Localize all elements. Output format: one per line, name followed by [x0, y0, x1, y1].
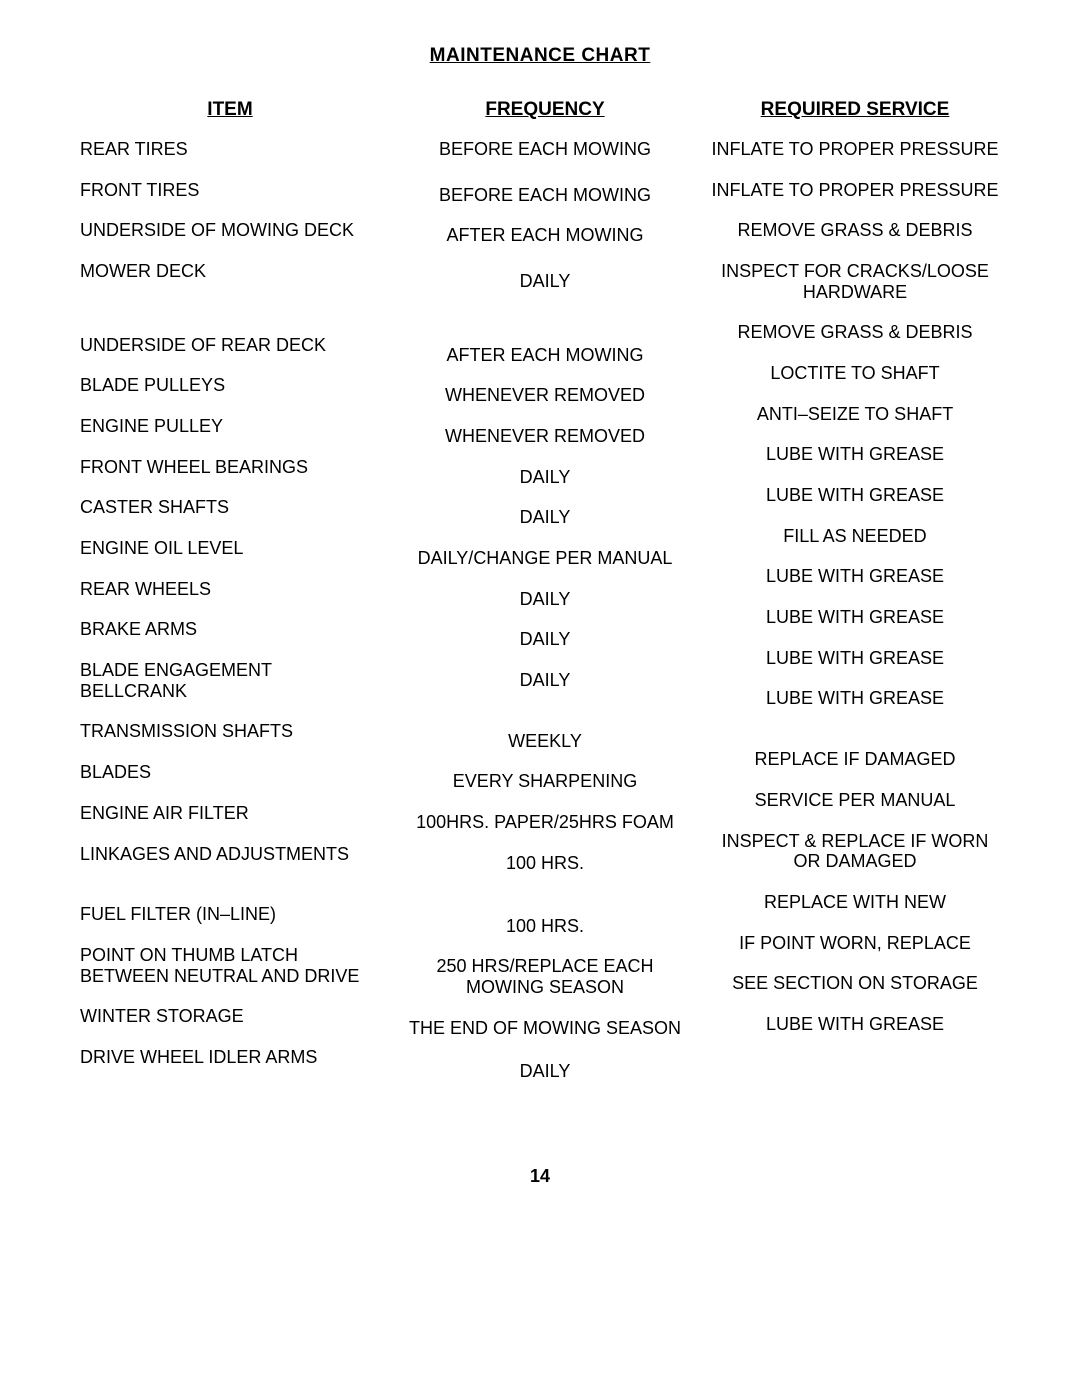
service-column: REQUIRED SERVICE INFLATE TO PROPER PRESS… [710, 99, 1000, 1102]
service-entry: REPLACE IF DAMAGED [710, 749, 1000, 770]
frequency-entry: EVERY SHARPENING [400, 771, 690, 792]
service-entry: LUBE WITH GREASE [710, 444, 1000, 465]
page: MAINTENANCE CHART ITEM REAR TIRES FRONT T… [0, 0, 1080, 1397]
frequency-column: FREQUENCY BEFORE EACH MOWING BEFORE EACH … [400, 99, 690, 1102]
service-entry: ANTI–SEIZE TO SHAFT [710, 404, 1000, 425]
item-entry: BRAKE ARMS [80, 619, 380, 640]
item-entry: WINTER STORAGE [80, 1006, 380, 1027]
item-entry: FRONT WHEEL BEARINGS [80, 457, 380, 478]
service-entry: LUBE WITH GREASE [710, 607, 1000, 628]
frequency-entry: WHENEVER REMOVED [400, 385, 690, 406]
service-entry: LUBE WITH GREASE [710, 648, 1000, 669]
service-entry: INSPECT & REPLACE IF WORN OR DAMAGED [710, 831, 1000, 872]
item-column: ITEM REAR TIRES FRONT TIRES UNDERSIDE OF M… [80, 99, 380, 1102]
frequency-entry: 100HRS. PAPER/25HRS FOAM [400, 812, 690, 833]
frequency-entry: DAILY [400, 629, 690, 650]
service-entry: LUBE WITH GREASE [710, 1014, 1000, 1035]
frequency-entry: DAILY [400, 1061, 690, 1082]
service-entry: LUBE WITH GREASE [710, 566, 1000, 587]
page-number: 14 [0, 1166, 1080, 1187]
service-entry: REPLACE WITH NEW [710, 892, 1000, 913]
frequency-entry: DAILY [400, 589, 690, 610]
frequency-entry: 100 HRS. [400, 853, 690, 874]
frequency-entry: DAILY [400, 467, 690, 488]
item-entry: FUEL FILTER (IN–LINE) [80, 904, 380, 925]
service-entry: SERVICE PER MANUAL [710, 790, 1000, 811]
service-entry: LUBE WITH GREASE [710, 688, 1000, 709]
item-entry: BLADE PULLEYS [80, 375, 380, 396]
item-entry: UNDERSIDE OF MOWING DECK [80, 220, 380, 241]
item-header: ITEM [80, 99, 380, 121]
item-entry: ENGINE OIL LEVEL [80, 538, 380, 559]
service-entry: INSPECT FOR CRACKS/LOOSE HARDWARE [710, 261, 1000, 302]
item-entry: POINT ON THUMB LATCH BETWEEN NEUTRAL AND… [80, 945, 380, 986]
item-entry: DRIVE WHEEL IDLER ARMS [80, 1047, 380, 1068]
chart-title: MAINTENANCE CHART [80, 45, 1000, 67]
frequency-entry: AFTER EACH MOWING [400, 225, 690, 246]
service-entry: FILL AS NEEDED [710, 526, 1000, 547]
frequency-entry: THE END OF MOWING SEASON [400, 1018, 690, 1039]
item-entry: BLADES [80, 762, 380, 783]
columns-wrapper: ITEM REAR TIRES FRONT TIRES UNDERSIDE OF M… [80, 99, 1000, 1102]
item-entry: LINKAGES AND ADJUSTMENTS [80, 844, 380, 865]
service-entry: INFLATE TO PROPER PRESSURE [710, 139, 1000, 160]
item-entry: REAR WHEELS [80, 579, 380, 600]
frequency-entry: DAILY [400, 507, 690, 528]
item-entry: REAR TIRES [80, 139, 380, 160]
item-entry: CASTER SHAFTS [80, 497, 380, 518]
frequency-entry: WHENEVER REMOVED [400, 426, 690, 447]
service-entry: REMOVE GRASS & DEBRIS [710, 220, 1000, 241]
service-header: REQUIRED SERVICE [710, 99, 1000, 121]
frequency-entry: DAILY [400, 670, 690, 691]
frequency-entry: AFTER EACH MOWING [400, 345, 690, 366]
item-entry: ENGINE AIR FILTER [80, 803, 380, 824]
frequency-entry: 250 HRS/REPLACE EACH MOWING SEASON [400, 956, 690, 997]
item-entry: FRONT TIRES [80, 180, 380, 201]
service-entry: REMOVE GRASS & DEBRIS [710, 322, 1000, 343]
frequency-entry: 100 HRS. [400, 916, 690, 937]
frequency-header: FREQUENCY [400, 99, 690, 121]
frequency-entry: WEEKLY [400, 731, 690, 752]
item-entry: TRANSMISSION SHAFTS [80, 721, 380, 742]
item-entry: MOWER DECK [80, 261, 380, 282]
service-entry: INFLATE TO PROPER PRESSURE [710, 180, 1000, 201]
item-entry: ENGINE PULLEY [80, 416, 380, 437]
item-entry: BLADE ENGAGEMENT BELLCRANK [80, 660, 380, 701]
service-entry: LOCTITE TO SHAFT [710, 363, 1000, 384]
frequency-entry: DAILY/CHANGE PER MANUAL [400, 548, 690, 569]
service-entry: LUBE WITH GREASE [710, 485, 1000, 506]
frequency-entry: BEFORE EACH MOWING [400, 139, 690, 160]
frequency-entry: DAILY [400, 271, 690, 292]
service-entry: SEE SECTION ON STORAGE [710, 973, 1000, 994]
item-entry: UNDERSIDE OF REAR DECK [80, 335, 380, 356]
frequency-entry: BEFORE EACH MOWING [400, 185, 690, 206]
service-entry: IF POINT WORN, REPLACE [710, 933, 1000, 954]
